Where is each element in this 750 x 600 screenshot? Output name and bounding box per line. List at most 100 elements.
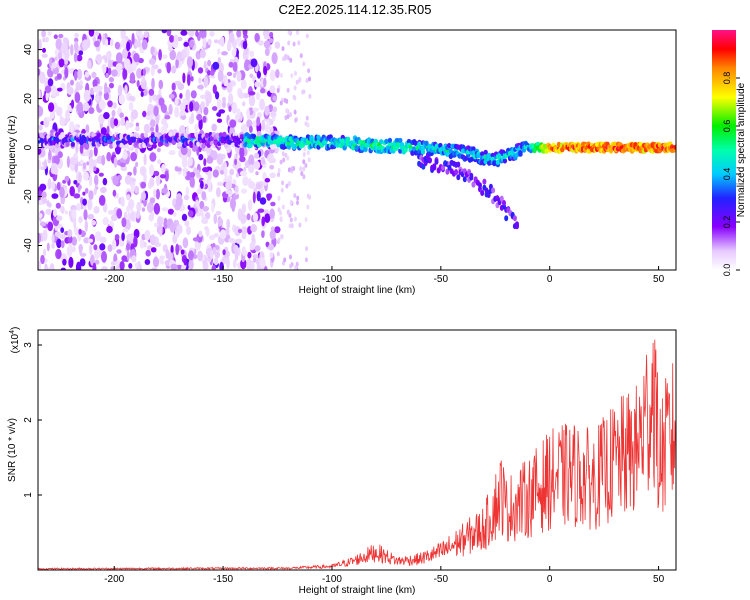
heatmap-cell <box>432 164 437 171</box>
heatmap-cell <box>215 211 222 216</box>
heatmap-cell <box>158 49 163 61</box>
heatmap-cell <box>174 106 180 118</box>
heatmap-cell <box>302 159 306 165</box>
heatmap-cell <box>387 137 393 143</box>
heatmap-cell <box>143 132 149 138</box>
heatmap-cell <box>46 116 52 122</box>
heatmap-cell <box>207 38 212 46</box>
heatmap-cell <box>196 141 201 147</box>
heatmap-cell <box>270 111 277 118</box>
y-tick-label: 0 <box>23 144 34 150</box>
heatmap-cell <box>52 208 58 217</box>
heatmap-cell <box>124 84 128 95</box>
heatmap-cell <box>230 197 236 210</box>
heatmap-cell <box>270 201 276 207</box>
heatmap-cell <box>237 228 243 234</box>
x-tick-label: -200 <box>104 574 124 585</box>
heatmap-cell <box>84 220 89 232</box>
heatmap-cell <box>74 37 79 43</box>
heatmap-cell <box>47 202 52 208</box>
heatmap-cell <box>112 175 119 186</box>
snr-x-ticks: -200 -150 -100 -50 0 50 <box>104 566 665 585</box>
heatmap-cell <box>124 175 132 185</box>
heatmap-cell <box>183 132 189 138</box>
heatmap-cell <box>280 234 283 240</box>
heatmap-cell <box>293 216 297 222</box>
heatmap-cell <box>179 110 186 116</box>
heatmap-cell <box>249 125 253 133</box>
heatmap-cell <box>110 261 116 266</box>
heatmap-cell <box>38 106 44 117</box>
heatmap-cell <box>94 40 100 48</box>
heatmap-cell <box>294 117 298 123</box>
heatmap-cell <box>241 188 248 194</box>
heatmap-cell <box>298 222 302 228</box>
heatmap-cell <box>95 95 100 102</box>
heatmap-cell <box>471 181 476 188</box>
heatmap-cell <box>95 231 102 241</box>
heatmap-cell <box>190 112 194 124</box>
heatmap-cell <box>77 68 83 81</box>
heatmap-cell <box>219 229 227 240</box>
heatmap-cell <box>454 169 459 175</box>
heatmap-cell <box>161 30 167 34</box>
heatmap-cell <box>143 153 147 166</box>
heatmap-cell <box>261 230 265 238</box>
heatmap-cell <box>127 171 132 176</box>
heatmap-cell <box>93 145 98 157</box>
heatmap-cell <box>126 233 133 241</box>
heatmap-cell <box>146 245 153 251</box>
heatmap-cell <box>187 156 193 167</box>
heatmap-cell <box>94 31 100 37</box>
heatmap-cell <box>43 197 47 204</box>
heatmap-cell <box>120 196 125 207</box>
heatmap-cell <box>306 204 310 210</box>
heatmap-cell <box>181 49 188 59</box>
snr-y-label: SNR (10 * v/v) <box>7 418 18 482</box>
heatmap-cell <box>217 70 224 82</box>
heatmap-cell <box>98 113 105 124</box>
heatmap-cell <box>126 243 130 251</box>
y-tick-label: 40 <box>23 44 34 56</box>
heatmap-cell <box>152 143 157 149</box>
heatmap-cell <box>57 151 63 159</box>
heatmap-cell <box>39 221 47 227</box>
heatmap-cell <box>51 193 59 199</box>
heatmap-cell <box>197 84 204 90</box>
heatmap-cell <box>147 201 154 213</box>
heatmap-cell <box>277 237 281 243</box>
heatmap-cell <box>38 199 43 206</box>
heatmap-cell <box>183 41 189 47</box>
heatmap-cell <box>427 157 432 164</box>
heatmap-cell <box>189 175 195 188</box>
heatmap-cell <box>110 214 118 222</box>
heatmap-cell <box>140 91 144 97</box>
heatmap-cell <box>112 189 117 197</box>
heatmap-cell <box>98 172 104 177</box>
heatmap-cell <box>270 226 275 231</box>
heatmap-cell <box>124 58 131 71</box>
heatmap-cell <box>216 118 223 123</box>
heatmap-cell <box>102 177 108 186</box>
heatmap-cell <box>358 139 363 145</box>
heatmap-cell <box>289 57 293 63</box>
heatmap-cell <box>283 97 287 103</box>
heatmap-cell <box>109 82 114 89</box>
heatmap-cell <box>102 33 106 46</box>
heatmap-cell <box>497 153 502 159</box>
heatmap-cell <box>119 261 125 270</box>
heatmap-cell <box>218 132 224 138</box>
heatmap-cell <box>99 236 107 243</box>
heatmap-cell <box>44 85 52 94</box>
heatmap-cell <box>272 95 278 102</box>
heatmap-cell <box>373 138 379 144</box>
heatmap-cell <box>149 176 155 188</box>
heatmap-cell <box>83 209 88 221</box>
heatmap-cell <box>491 187 496 194</box>
heatmap-cell <box>236 108 241 116</box>
heatmap-cell <box>74 32 79 39</box>
spectrogram-x-label: Height of straight line (km) <box>299 285 416 296</box>
heatmap-cell <box>287 167 291 173</box>
heatmap-cell <box>52 66 60 75</box>
heatmap-cell <box>148 93 153 103</box>
